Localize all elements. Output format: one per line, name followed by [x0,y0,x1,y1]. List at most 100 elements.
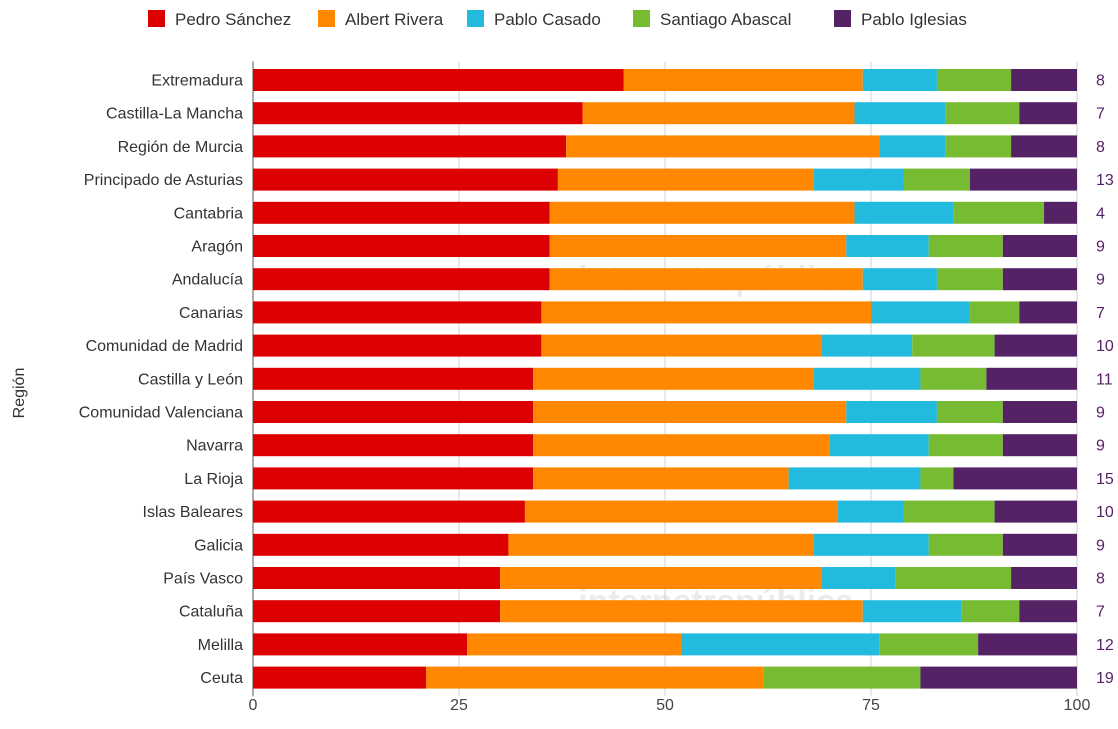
legend-label: Pablo Iglesias [861,10,967,29]
category-label: Aragón [191,239,243,256]
category-label: Andalucía [172,272,243,289]
data-label: 7 [1096,305,1105,322]
bar-segment [763,666,921,689]
bar-segment [928,434,1003,457]
bar-segment [854,102,946,125]
bar-segment [813,367,921,390]
category-label: Cataluña [179,604,243,621]
bar-segment [1002,434,1077,457]
bar-segment [566,135,880,158]
bar-segment [895,567,1012,589]
bar-segment [582,102,855,125]
bar-segment [681,633,880,656]
data-label: 19 [1096,670,1114,687]
bar-segment [533,434,830,457]
bar-segment [253,135,567,158]
bar-segment [253,268,550,291]
legend-swatch [633,10,650,27]
bar-segment [953,467,1077,490]
category-labels: Extremadura Castilla-La Mancha Región de M… [79,73,243,688]
legend: Pedro Sánchez Albert Rivera Pablo Casado Sa… [148,10,967,29]
bar-segment [986,367,1077,390]
x-axis-ticks: 0 25 50 75 100 [249,697,1091,714]
bar-segment [903,168,970,191]
category-label: Comunidad de Madrid [86,338,243,355]
legend-label: Pablo Casado [494,10,601,29]
data-label: 7 [1096,604,1105,621]
bar-segment [253,201,550,224]
bar-segment [846,235,929,257]
category-label: Comunidad Valenciana [79,405,243,422]
bar-segment [928,235,1003,257]
bar-segment [549,268,863,291]
data-label: 11 [1096,371,1113,388]
x-tick-label: 75 [862,697,880,714]
bar-segment [838,500,904,523]
category-label: Melilla [198,637,243,654]
bar-segment [524,500,839,523]
data-label: 9 [1096,239,1105,256]
data-label: 8 [1096,73,1105,90]
bar-segment [253,533,509,556]
bar-segment [829,434,929,457]
bar-segment [846,401,937,423]
bar-segment [879,135,946,158]
bar-segment [253,434,534,457]
category-label: Cantabria [174,205,243,222]
category-label: Castilla y León [138,371,243,388]
legend-swatch [834,10,851,27]
bar-segment [253,367,534,390]
legend-label: Santiago Abascal [660,10,791,29]
bar-segment [994,500,1077,523]
bar-segment [549,235,847,257]
legend-swatch [318,10,335,27]
bar-segment [500,600,863,623]
legend-swatch [467,10,484,27]
bar-segment [961,600,1020,623]
bar-segment [813,533,929,556]
bar-segment [253,235,550,257]
bar-segment [1002,533,1077,556]
x-tick-label: 0 [249,697,258,714]
bar-segment [879,633,979,656]
bar-segment [854,201,954,224]
data-label: 8 [1096,139,1105,156]
bar-segment [253,168,558,191]
legend-swatch [148,10,165,27]
bar-segment [549,201,855,224]
bar-segment [541,334,822,357]
category-label: Islas Baleares [143,504,244,521]
bar-segment [994,334,1077,357]
bar-segment [623,69,863,91]
bar-segment [862,268,937,291]
bar-segment [500,567,822,589]
bar-segment [1002,401,1077,423]
bar-segment [1002,235,1077,257]
bar-segment [253,301,542,324]
bar-segment [253,467,534,490]
category-label: Canarias [179,305,243,322]
category-label: Principado de Asturias [84,172,243,189]
bar-segment [1011,69,1077,91]
x-tick-label: 50 [656,697,674,714]
bar-segment [253,102,583,125]
bar-segment [821,334,913,357]
category-label: País Vasco [163,571,243,588]
bar-segment [467,633,682,656]
bar-segment [253,401,534,423]
y-axis-title: Región [11,368,28,419]
bar-segment [862,69,937,91]
data-label: 9 [1096,272,1105,289]
bar-segment [1044,201,1077,224]
data-label: 9 [1096,405,1105,422]
category-label: Región de Murcia [118,139,244,156]
bar-segment [533,467,789,490]
bar-segment [533,367,814,390]
bar-segment [788,467,921,490]
data-label: 13 [1096,172,1114,189]
data-label: 4 [1096,205,1105,222]
bar-segment [862,600,962,623]
bar-segment [1019,301,1077,324]
bar-segment [557,168,814,191]
